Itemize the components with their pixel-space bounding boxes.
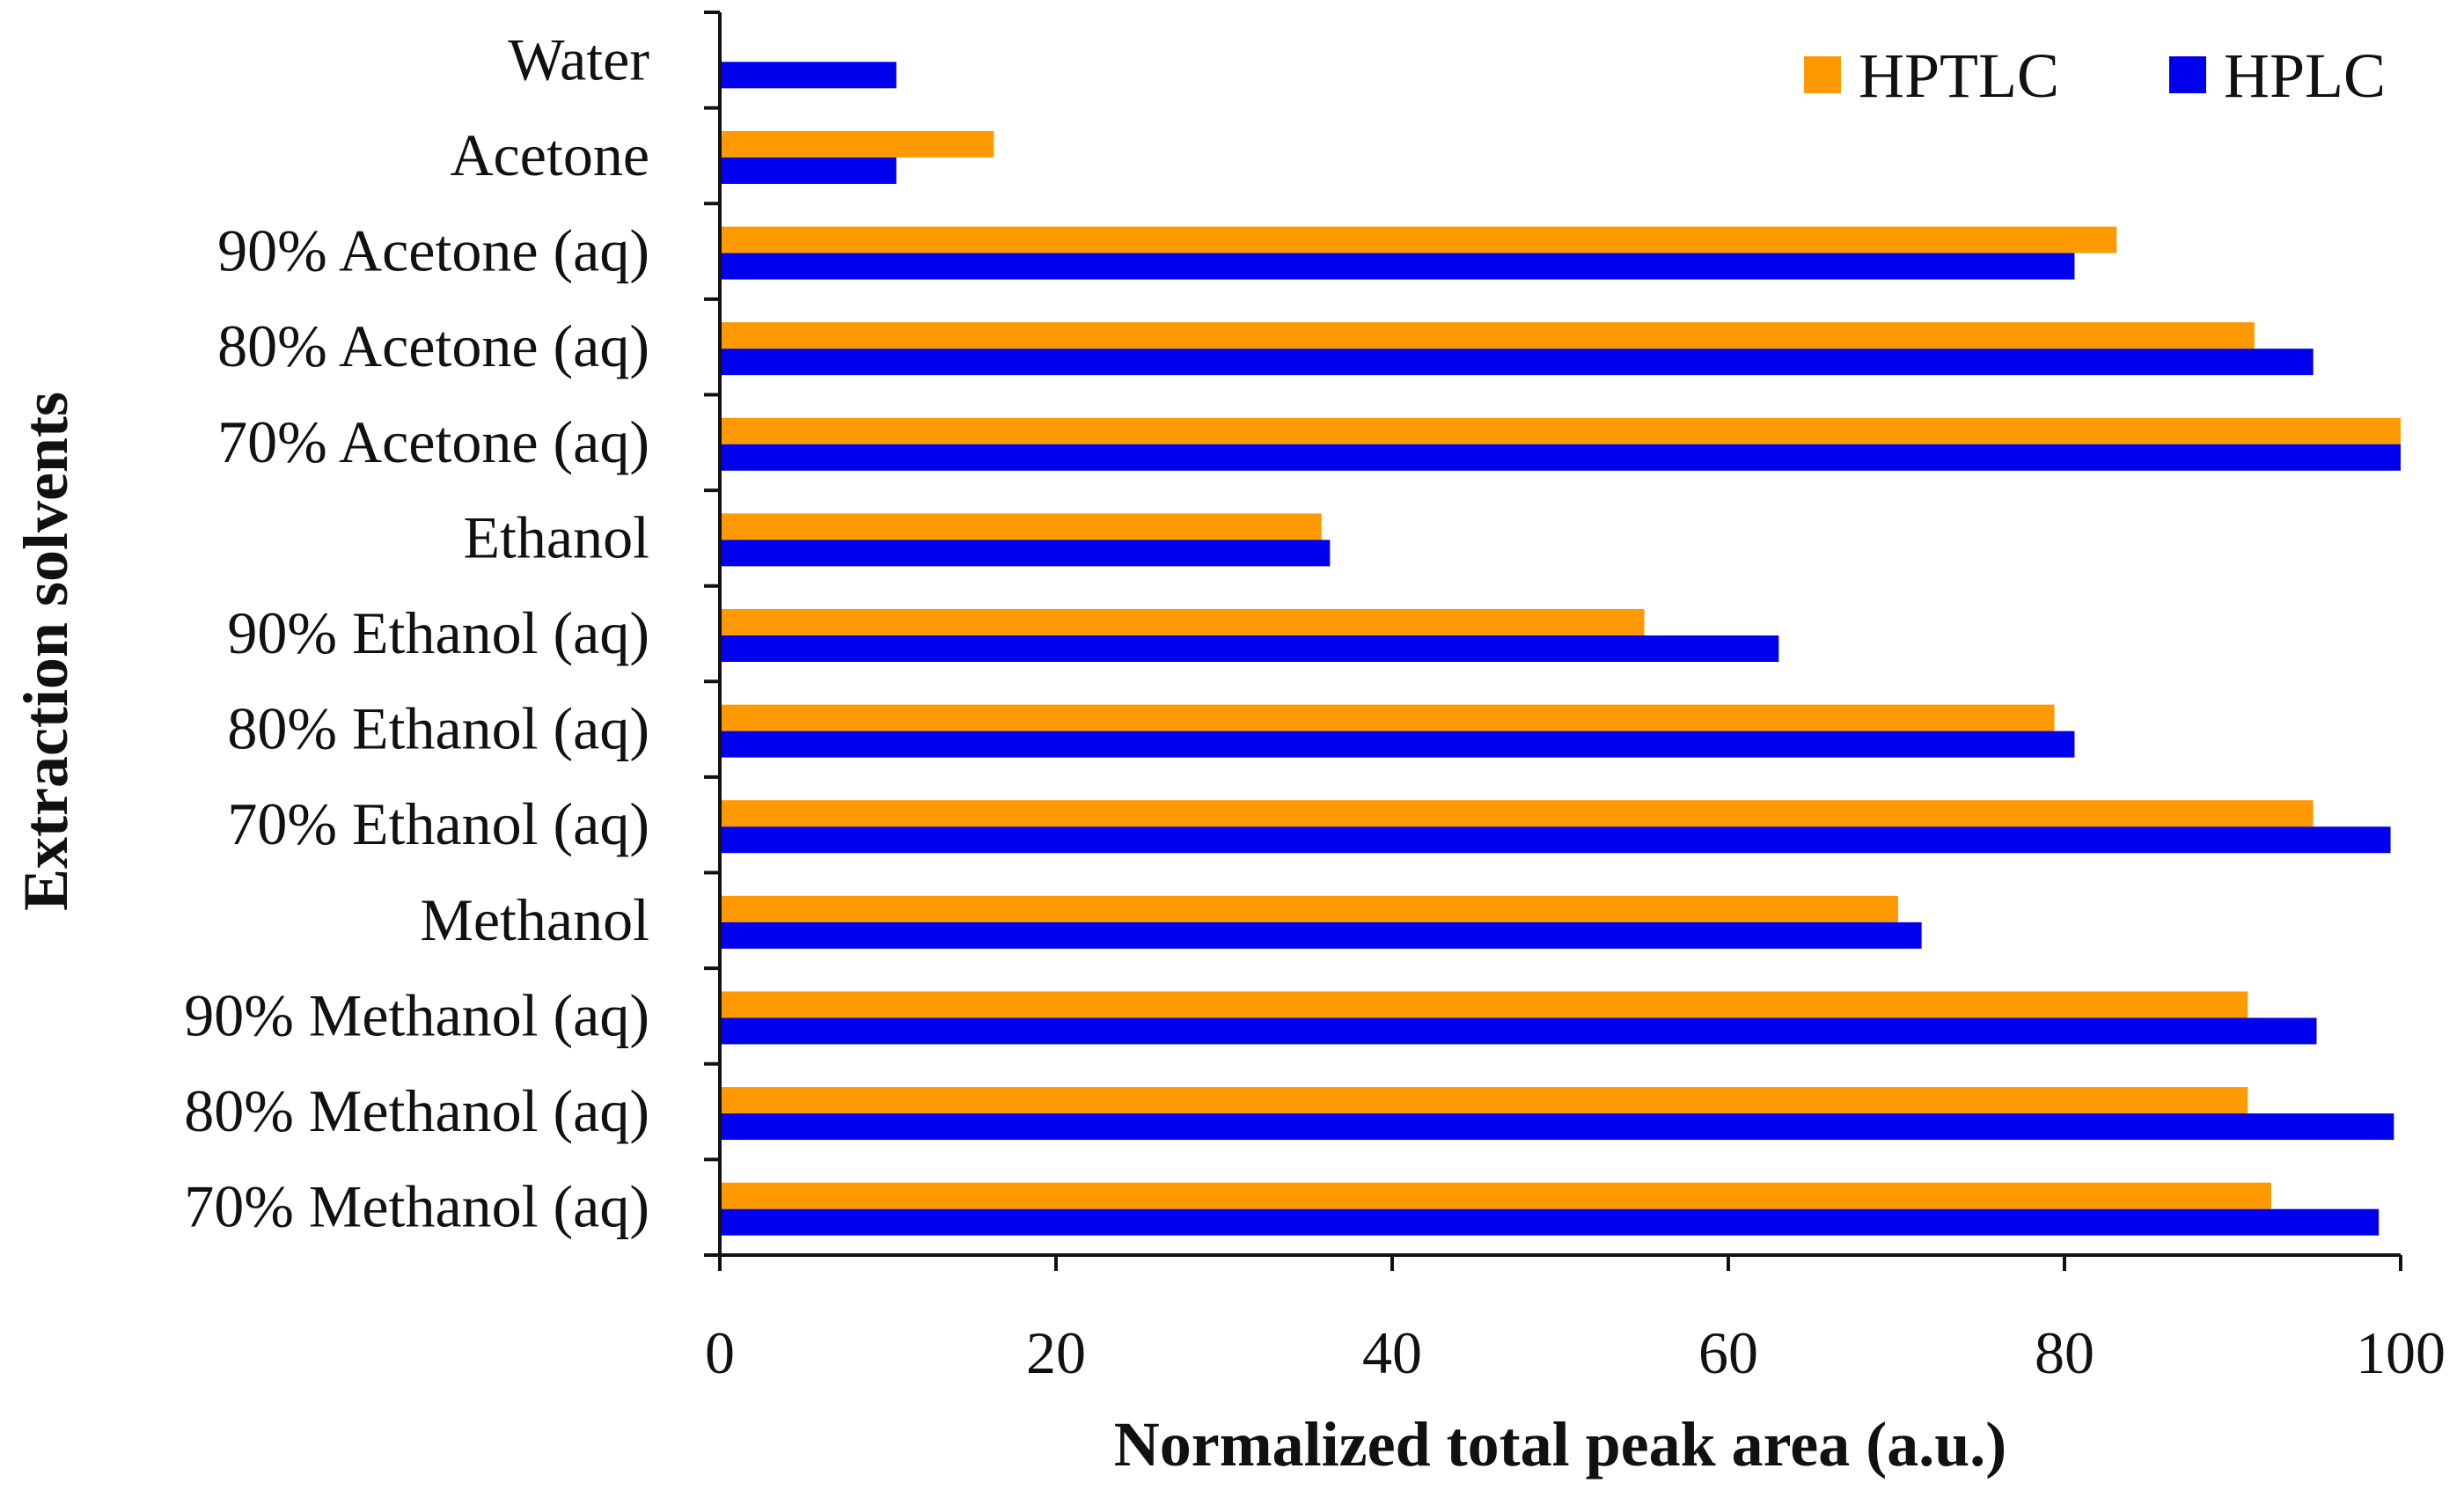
x-tick-label: 20 — [1026, 1319, 1086, 1386]
bar-hplc-10 — [720, 1017, 2317, 1045]
x-axis-title: Normalized total peak area (a.u.) — [1114, 1409, 2007, 1480]
axes-group — [718, 12, 2401, 1257]
bar-hptlc-9 — [720, 895, 1898, 922]
bar-hplc-11 — [720, 1113, 2394, 1141]
y-tick-label: Ethanol — [463, 503, 649, 570]
y-axis-title: Extraction solvents — [11, 392, 81, 911]
x-tick-label: 80 — [2035, 1319, 2094, 1386]
y-tick-label: Methanol — [420, 886, 649, 953]
y-tick-label: 80% Methanol (aq) — [184, 1077, 649, 1144]
bar-hplc-4 — [720, 444, 2401, 471]
bar-hptlc-1 — [720, 130, 994, 158]
legend-swatch-hplc — [2169, 56, 2206, 93]
bar-hptlc-12 — [720, 1182, 2271, 1209]
bar-hplc-2 — [720, 253, 2075, 280]
y-tick-label: 70% Methanol (aq) — [184, 1173, 649, 1240]
bar-hptlc-10 — [720, 991, 2248, 1018]
y-tick-label: 70% Acetone (aq) — [217, 408, 649, 475]
y-tick-label: 70% Ethanol (aq) — [227, 790, 649, 857]
x-tick-label: 100 — [2356, 1319, 2446, 1386]
x-ticks-group: 0 20 40 60 80 100 — [705, 1255, 2446, 1386]
bar-hptlc-2 — [720, 226, 2117, 253]
bar-hplc-12 — [720, 1208, 2380, 1236]
y-tick-label: 90% Methanol (aq) — [184, 981, 649, 1048]
y-tick-label: 80% Acetone (aq) — [217, 312, 649, 379]
y-tick-label: 90% Ethanol (aq) — [227, 599, 649, 666]
bar-hplc-9 — [720, 922, 1922, 949]
bar-hptlc-4 — [720, 417, 2401, 444]
bar-hptlc-3 — [720, 322, 2255, 349]
bar-hplc-7 — [720, 731, 2075, 758]
bar-hptlc-6 — [720, 609, 1645, 635]
bar-hptlc-7 — [720, 704, 2055, 731]
y-tick-label: Acetone — [450, 121, 649, 188]
legend-label-hptlc: HPTLC — [1859, 40, 2059, 111]
y-tick-label: 90% Acetone (aq) — [217, 217, 649, 284]
bar-hptlc-11 — [720, 1087, 2248, 1114]
legend: HPTLC HPLC — [1804, 40, 2386, 111]
legend-label-hplc: HPLC — [2224, 40, 2386, 111]
bar-hplc-1 — [720, 157, 897, 184]
x-tick-label: 40 — [1362, 1319, 1422, 1386]
bar-hplc-0 — [720, 62, 897, 89]
x-tick-label: 60 — [1698, 1319, 1758, 1386]
bar-hplc-3 — [720, 349, 2314, 376]
y-ticks-group: Water Acetone 90% Acetone (aq) 80% Acetone … — [184, 11, 720, 1257]
bar-hplc-6 — [720, 635, 1779, 662]
bar-hplc-5 — [720, 540, 1331, 567]
bar-hptlc-8 — [720, 800, 2314, 827]
legend-swatch-hptlc — [1804, 56, 1841, 93]
bars-group — [720, 62, 2401, 1236]
x-tick-label: 0 — [705, 1319, 735, 1386]
bar-hplc-8 — [720, 826, 2391, 854]
y-tick-label: 80% Ethanol (aq) — [227, 695, 649, 762]
bar-hptlc-5 — [720, 513, 1322, 540]
y-tick-label: Water — [508, 26, 649, 92]
